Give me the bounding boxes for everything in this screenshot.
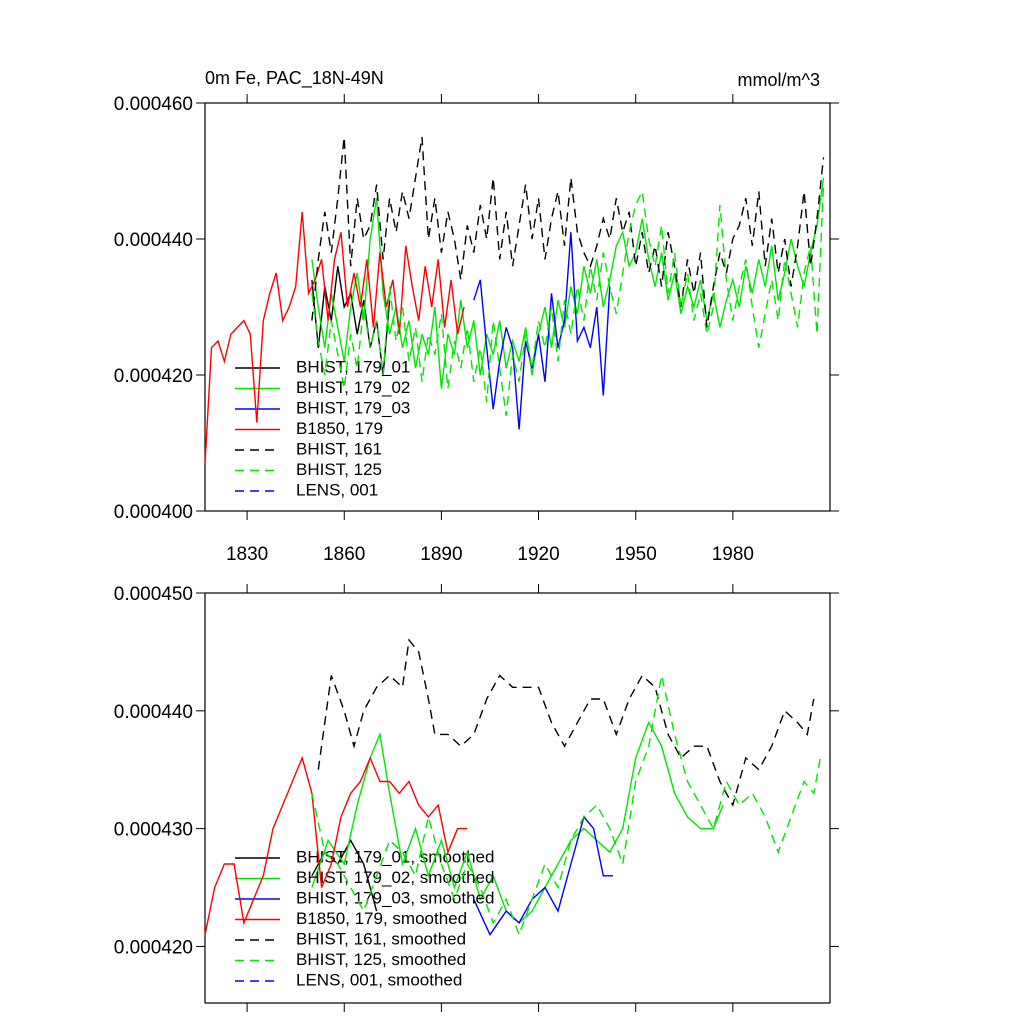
y-tick-label: 0.000420 <box>114 366 193 387</box>
chart-title: 0m Fe, PAC_18N-49N <box>205 68 384 89</box>
y-tick-label: 0.000430 <box>114 820 193 841</box>
y-tick-label: 0.000400 <box>114 502 193 523</box>
y-tick-label: 0.000450 <box>114 584 193 605</box>
legend-label: BHIST, 125 <box>296 460 382 479</box>
legend-label: B1850, 179, smoothed <box>296 909 467 928</box>
series-line <box>311 136 825 328</box>
x-tick-label: 1830 <box>226 544 268 565</box>
plot-frame <box>204 592 831 1004</box>
y-tick-label: 0.000440 <box>114 702 193 723</box>
series-line <box>204 211 465 464</box>
legend-label: BHIST, 179_02 <box>296 378 410 397</box>
legend-label: LENS, 001 <box>296 480 378 499</box>
legend-label: BHIST, 179_03 <box>296 398 410 417</box>
legend-label: B1850, 179 <box>296 419 383 438</box>
series-line <box>204 755 468 935</box>
series-line <box>473 232 611 430</box>
y-tick-label: 0.000440 <box>114 230 193 251</box>
series-line <box>311 184 825 416</box>
plot-frame <box>204 102 831 512</box>
legend-label: BHIST, 161, smoothed <box>296 929 466 948</box>
y-tick-label: 0.000420 <box>114 937 193 958</box>
legend-label: BHIST, 179_03, smoothed <box>296 888 494 907</box>
series-line <box>311 675 821 937</box>
x-tick-label: 1950 <box>615 544 657 565</box>
x-tick-label: 1920 <box>517 544 559 565</box>
x-tick-label: 1980 <box>712 544 754 565</box>
legend-label: BHIST, 179_01, smoothed <box>296 847 494 866</box>
x-tick-label: 1860 <box>323 544 365 565</box>
series-line <box>473 815 613 937</box>
x-tick-label: 1890 <box>420 544 462 565</box>
legend-label: BHIST, 179_02, smoothed <box>296 868 494 887</box>
y-tick-label: 0.000460 <box>114 94 193 115</box>
legend-label: BHIST, 125, smoothed <box>296 950 466 969</box>
series-line <box>317 638 815 807</box>
legend-label: BHIST, 179_01 <box>296 357 410 376</box>
units-label: mmol/m^3 <box>738 70 820 90</box>
legend-label: LENS, 001, smoothed <box>296 970 462 989</box>
legend-label: BHIST, 161 <box>296 439 382 458</box>
